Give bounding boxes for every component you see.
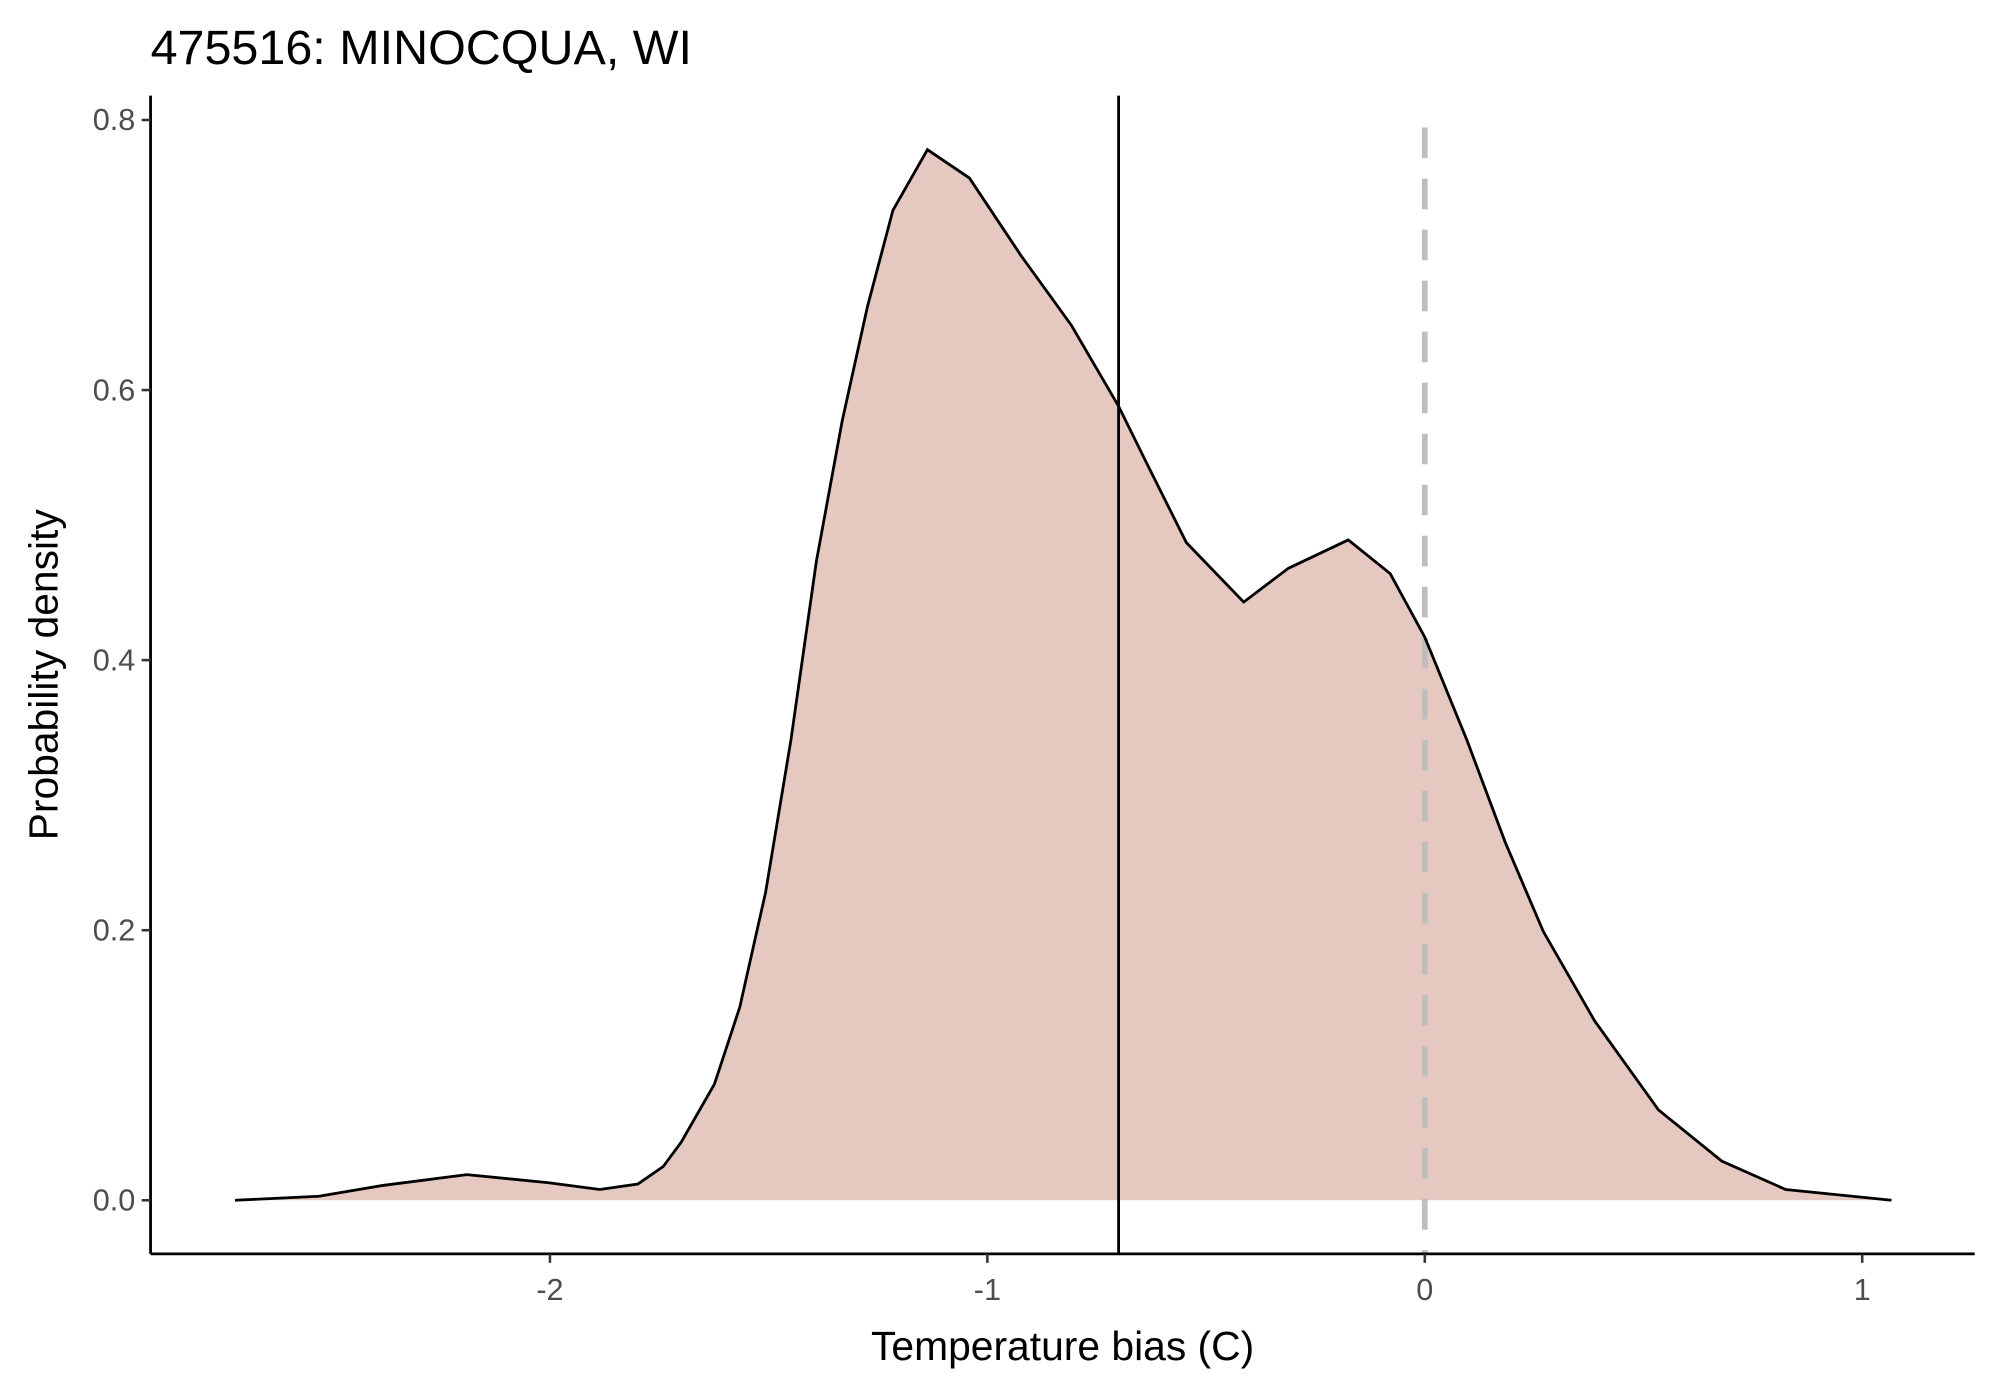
y-tick-label: 0.8: [93, 103, 136, 137]
y-tick-label: 0.4: [93, 643, 136, 677]
density-line: [234, 147, 1892, 1202]
x-tick-label: -2: [536, 1273, 563, 1307]
x-tick-label: -1: [974, 1273, 1001, 1307]
y-tick-label: 0.6: [93, 373, 136, 407]
x-tick-label: 1: [1854, 1273, 1871, 1307]
y-tick-label: 0.2: [93, 913, 136, 947]
y-tick-label: 0.0: [93, 1183, 136, 1217]
x-axis-title: Temperature bias (C): [871, 1323, 1254, 1369]
density-area: [234, 149, 1892, 1201]
y-axis-title: Probability density: [20, 509, 66, 841]
x-tick-label: 0: [1416, 1273, 1433, 1307]
chart-title: 475516: MINOCQUA, WI: [151, 21, 692, 75]
